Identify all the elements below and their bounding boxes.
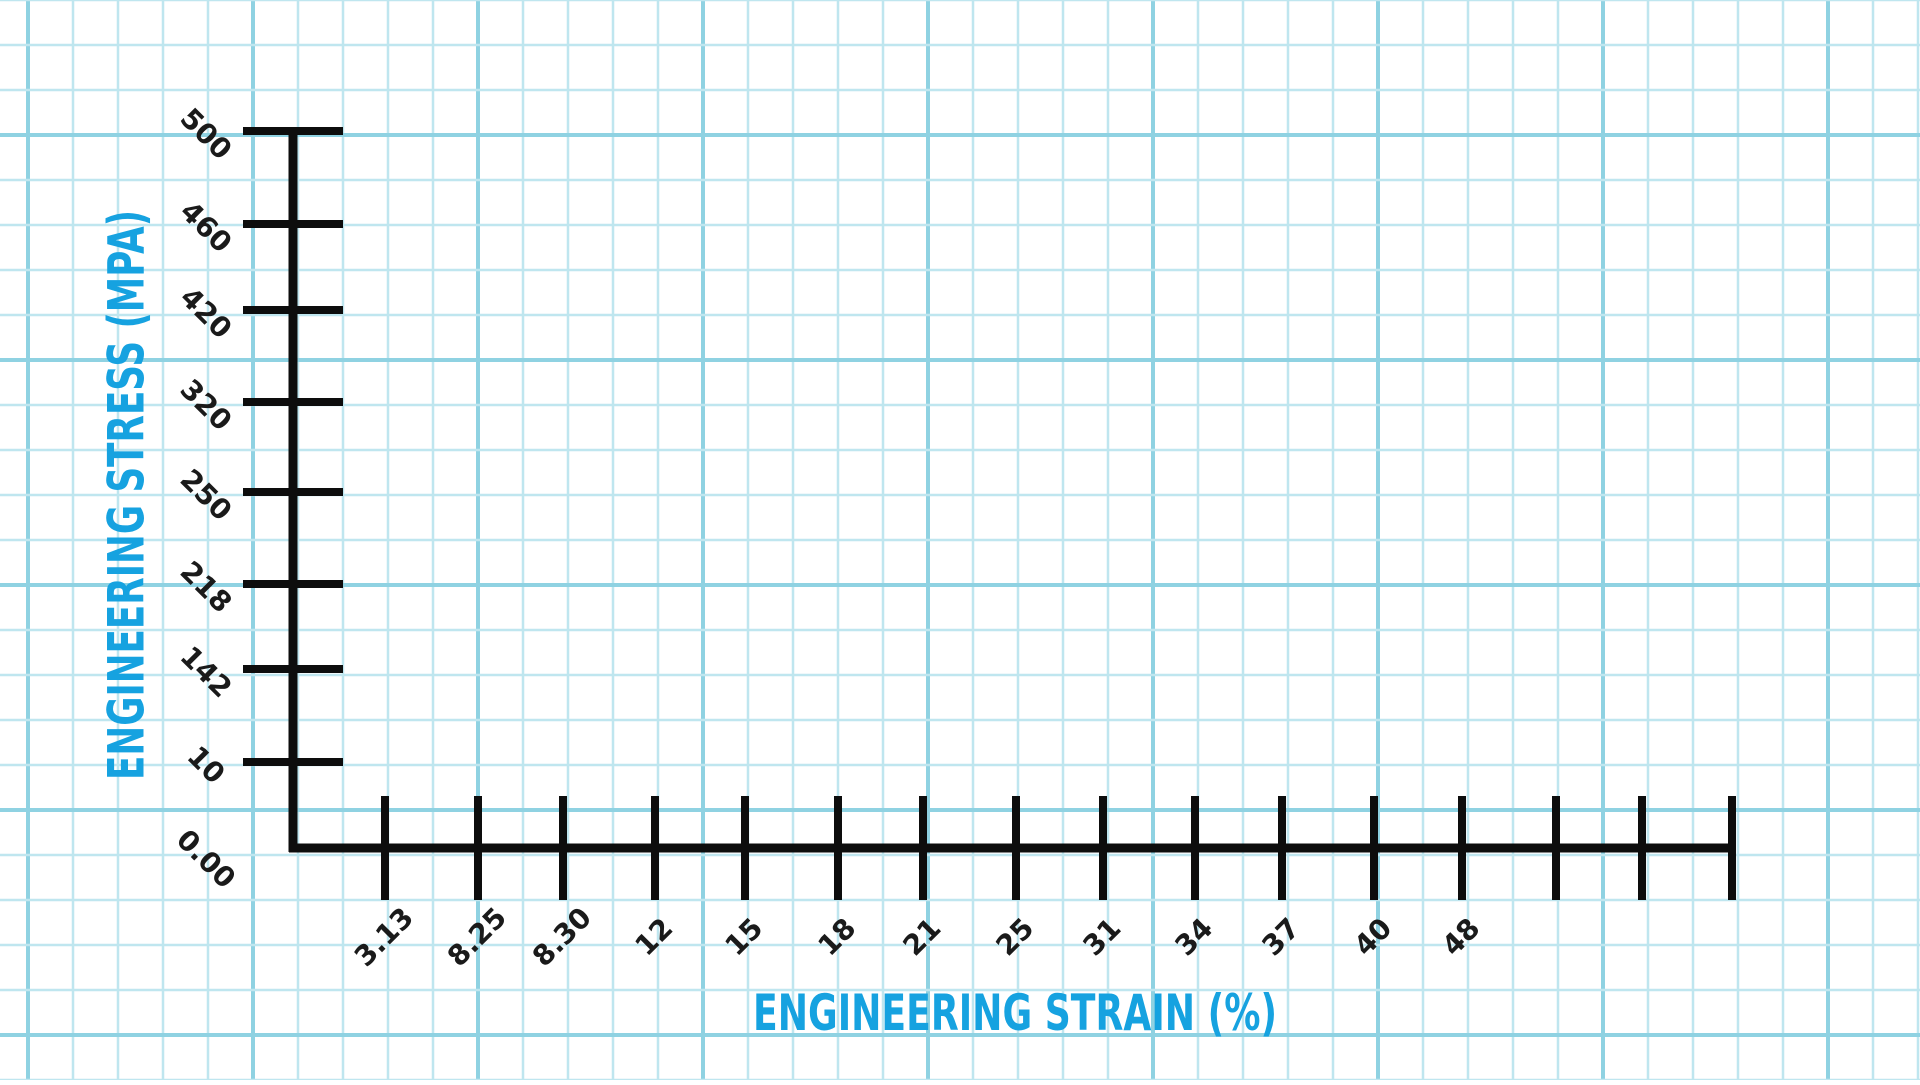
y-axis-title: ENGINEERING STRESS (MPA) xyxy=(98,210,156,780)
y-tick-label: 10 xyxy=(181,739,232,790)
x-tick-label: 18 xyxy=(811,911,862,962)
y-tick-label: 0.00 xyxy=(170,823,242,895)
axes xyxy=(288,131,1735,853)
y-tick-label: 500 xyxy=(174,102,239,167)
x-tick-label: 40 xyxy=(1347,911,1398,962)
y-tick-label: 250 xyxy=(174,463,239,528)
x-tick-label: 12 xyxy=(628,911,679,962)
y-tick-label: 420 xyxy=(174,281,239,346)
y-tick-label: 142 xyxy=(174,640,239,705)
y-tick-label: 218 xyxy=(174,555,239,620)
x-tick-label: 21 xyxy=(896,911,947,962)
x-tick-label: 25 xyxy=(989,911,1040,962)
x-axis-title: ENGINEERING STRAIN (%) xyxy=(753,984,1277,1042)
x-tick-label: 8.30 xyxy=(526,901,598,973)
x-tick-label: 34 xyxy=(1168,911,1219,962)
axis-ticks xyxy=(243,127,1736,900)
x-tick-label: 48 xyxy=(1435,911,1486,962)
x-tick-label: 31 xyxy=(1076,911,1127,962)
y-tick-label: 320 xyxy=(174,373,239,438)
x-tick-label: 37 xyxy=(1255,911,1306,962)
y-tick-label: 460 xyxy=(174,195,239,260)
x-tick-label: 15 xyxy=(718,911,769,962)
x-tick-label: 3.13 xyxy=(348,901,420,973)
